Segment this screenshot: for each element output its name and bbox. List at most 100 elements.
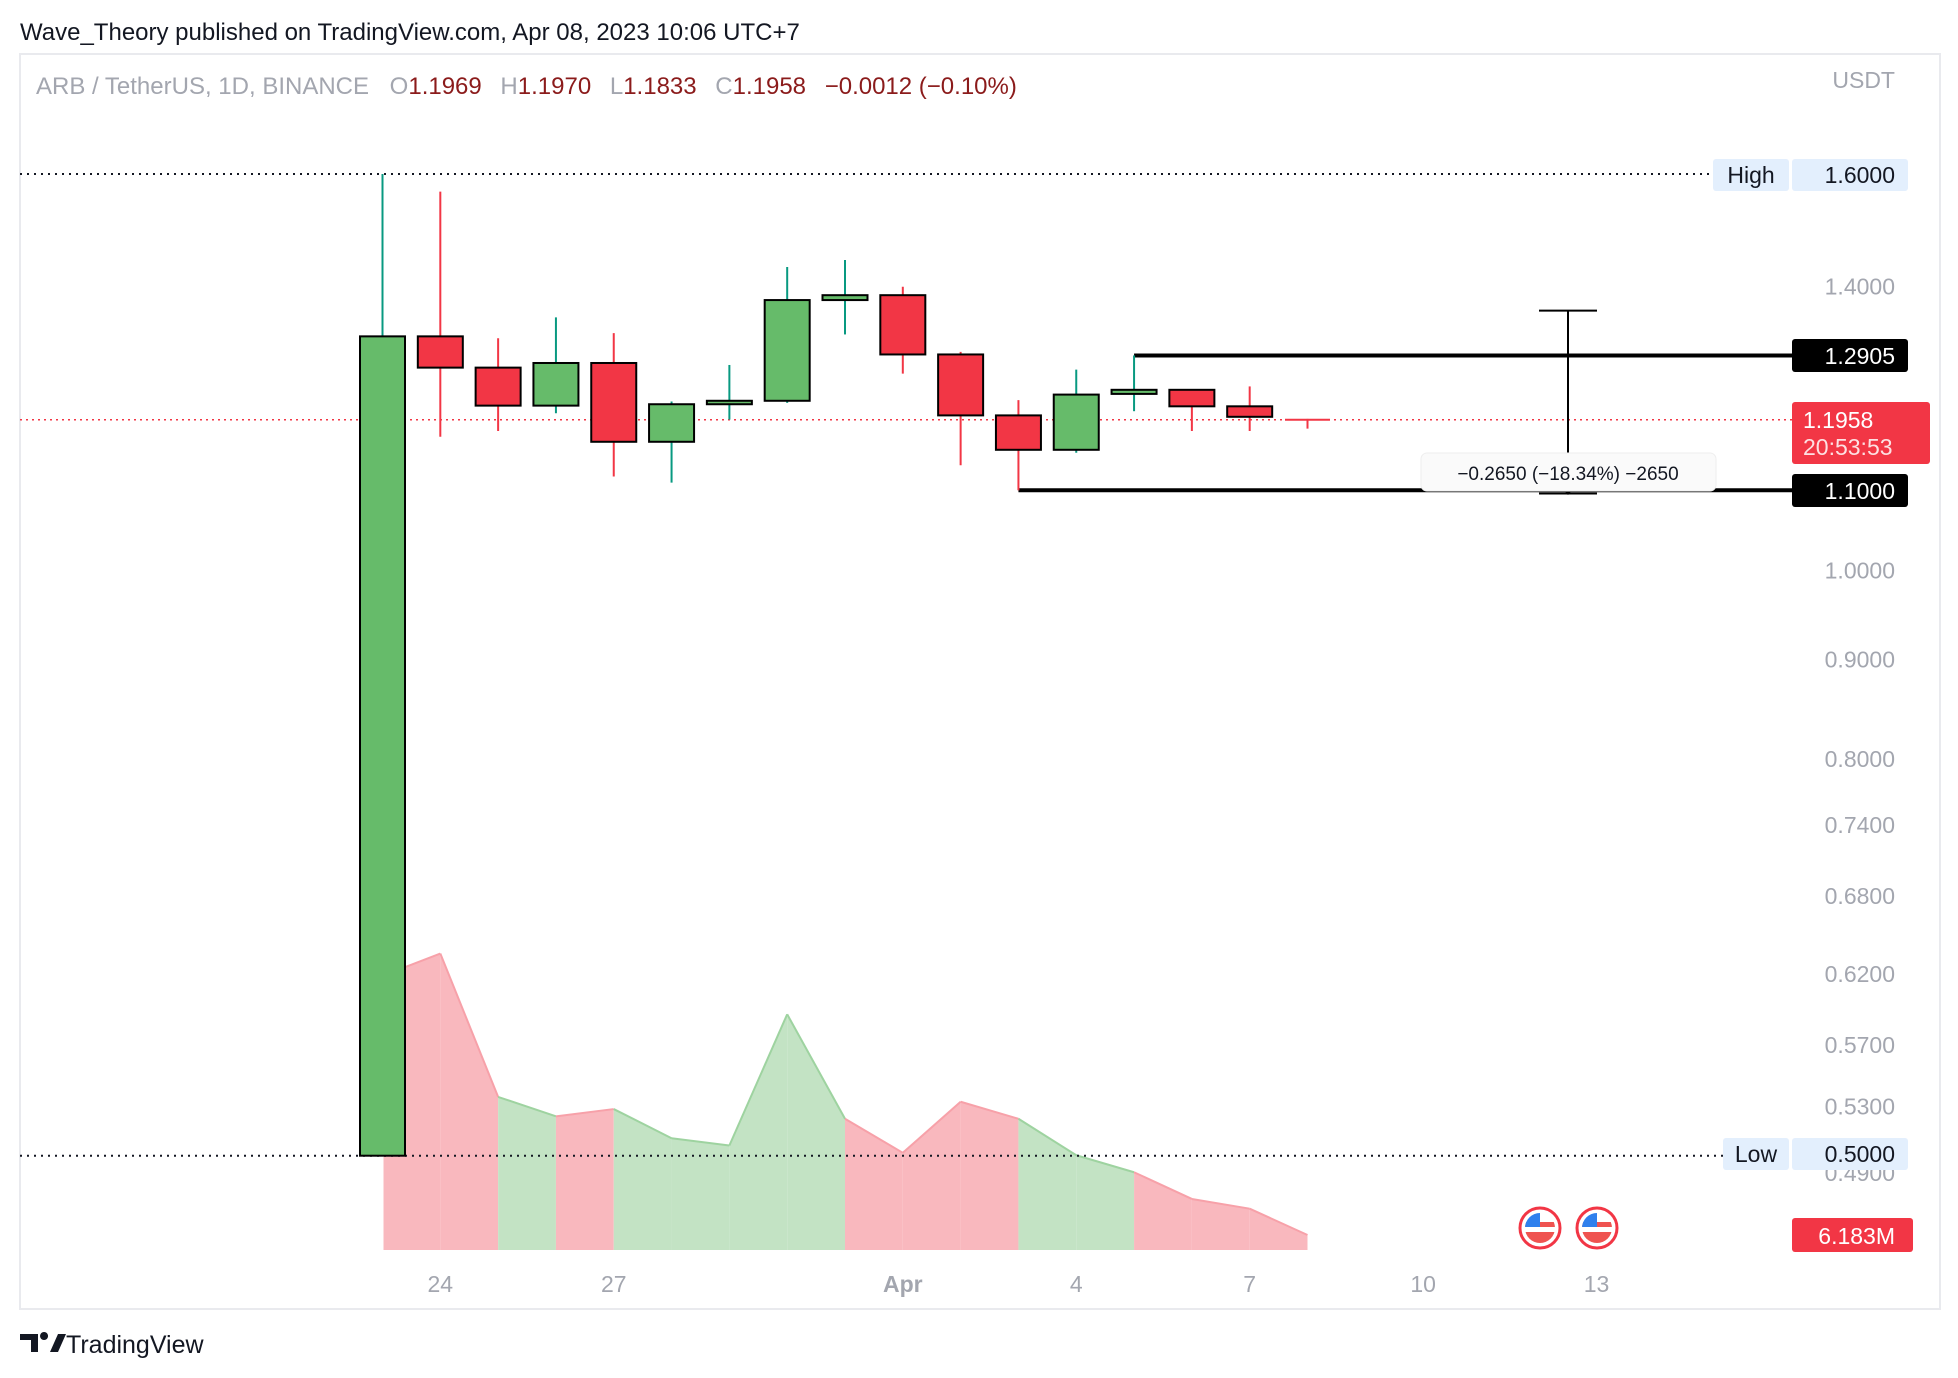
volume-segment (613, 1109, 672, 1250)
candle-body (1052, 393, 1100, 451)
volume-segment (440, 953, 499, 1250)
measure-label-box (1420, 452, 1717, 492)
date-tick-label: 7 (1243, 1271, 1256, 1297)
volume-segment (729, 1014, 788, 1250)
last-price-tag: 1.1958 20:53:53 (1792, 402, 1930, 464)
resistance-tag: 1.2905 (1792, 339, 1908, 372)
candle (648, 401, 696, 483)
candle-body (879, 294, 927, 356)
volume-segment (787, 1014, 845, 1250)
price-tick-label: 1.4000 (1825, 274, 1895, 300)
volume-line (671, 1137, 730, 1147)
volume-line (1075, 1154, 1135, 1174)
svg-text:TradingView: TradingView (66, 1331, 205, 1359)
candle (1168, 388, 1216, 431)
high-tag: High 1.6000 (1713, 159, 1908, 191)
candle-body (763, 299, 811, 402)
us-event-flag-icon[interactable] (1575, 1206, 1619, 1250)
candle (532, 317, 580, 414)
candle-body (1168, 388, 1216, 408)
volume-tag: 6.183M (1792, 1218, 1913, 1252)
volume-line (555, 1108, 614, 1118)
volume-line (439, 953, 500, 1098)
us-event-flag-icon[interactable] (1518, 1206, 1562, 1250)
candle (1052, 369, 1100, 453)
candle-body (705, 399, 753, 406)
volume-line (1133, 1171, 1193, 1200)
candle (590, 333, 638, 477)
candle (1226, 386, 1274, 431)
candle-body (937, 353, 985, 417)
price-tick-label: 1.0000 (1825, 558, 1895, 584)
volume-segment (845, 1118, 903, 1250)
price-tick-label: 0.6800 (1825, 883, 1895, 909)
volume-line (497, 1095, 557, 1118)
candle-body (821, 294, 869, 302)
candle-body (590, 361, 638, 443)
candle-body (1226, 405, 1274, 418)
candle-body (359, 335, 406, 1157)
date-tick-label: 13 (1584, 1271, 1610, 1297)
svg-text:0.5000: 0.5000 (1825, 1141, 1895, 1167)
tradingview-logo[interactable]: TradingView (20, 1331, 205, 1359)
symbol-label[interactable]: ARB / TetherUS, 1D, BINANCE (36, 73, 369, 100)
volume-line (728, 1013, 789, 1146)
tradingview-logo-icon (20, 1332, 66, 1352)
date-tick-label: 24 (428, 1271, 454, 1297)
price-axis[interactable]: 1.4000 1.0000 0.9000 0.8000 0.7400 0.6800 0.62… (1825, 274, 1895, 1186)
svg-text:1.1000: 1.1000 (1825, 478, 1895, 504)
volume-segment (1191, 1198, 1250, 1250)
price-tick-label: 0.8000 (1825, 746, 1895, 772)
volume-line (1017, 1117, 1077, 1157)
support-tag: 1.1000 (1792, 474, 1908, 507)
volume-segment (960, 1101, 1019, 1250)
volume-line (1191, 1197, 1250, 1210)
date-tick-label: Apr (883, 1271, 923, 1297)
price-tick-label: 0.9000 (1825, 647, 1895, 673)
svg-text:1.2905: 1.2905 (1825, 343, 1895, 369)
candle (705, 364, 753, 420)
price-tick-label: 0.6200 (1825, 961, 1895, 987)
candle (474, 338, 522, 431)
price-tick-label: 0.5300 (1825, 1094, 1895, 1120)
measure-tool[interactable]: −0.2650 (−18.34%) −2650 (1420, 309, 1717, 496)
volume-line (613, 1108, 673, 1140)
volume-area (383, 952, 1308, 1250)
candle (879, 286, 927, 374)
measure-label: −0.2650 (−18.34%) −2650 (1457, 464, 1678, 485)
candle (359, 174, 406, 1157)
volume-segment (1076, 1155, 1135, 1250)
ohlc-legend: ARB / TetherUS, 1D, BINANCE O1.1969 H1.1… (36, 73, 1017, 100)
volume-line (844, 1117, 904, 1154)
candle (994, 400, 1042, 491)
volume-line (1249, 1207, 1308, 1236)
price-tick-label: 0.7400 (1825, 812, 1895, 838)
volume-segment (671, 1138, 730, 1250)
candle-body (416, 335, 464, 369)
volume-segment (902, 1101, 961, 1250)
candle (937, 351, 985, 466)
candle (1110, 355, 1158, 412)
candle-body (994, 414, 1042, 451)
date-tick-label: 27 (601, 1271, 627, 1297)
currency-label: USDT (1832, 67, 1895, 93)
candles (359, 174, 1330, 1157)
candle-body (474, 366, 522, 407)
candle-body (1110, 388, 1158, 395)
candle (763, 267, 811, 403)
volume-line (902, 1101, 962, 1154)
svg-text:High: High (1727, 162, 1774, 188)
candle-body (532, 361, 580, 407)
price-tick-label: 0.5700 (1825, 1032, 1895, 1058)
svg-text:Low: Low (1735, 1141, 1778, 1167)
volume-line (960, 1100, 1019, 1120)
candle-body (648, 403, 696, 443)
svg-text:6.183M: 6.183M (1818, 1223, 1895, 1249)
svg-text:20:53:53: 20:53:53 (1803, 434, 1893, 460)
candle (416, 191, 464, 437)
time-axis[interactable]: 24 27 Apr 4 7 10 13 (428, 1271, 1610, 1297)
volume-segment (1249, 1208, 1308, 1250)
volume-segment (1018, 1118, 1077, 1250)
date-tick-label: 10 (1410, 1271, 1436, 1297)
